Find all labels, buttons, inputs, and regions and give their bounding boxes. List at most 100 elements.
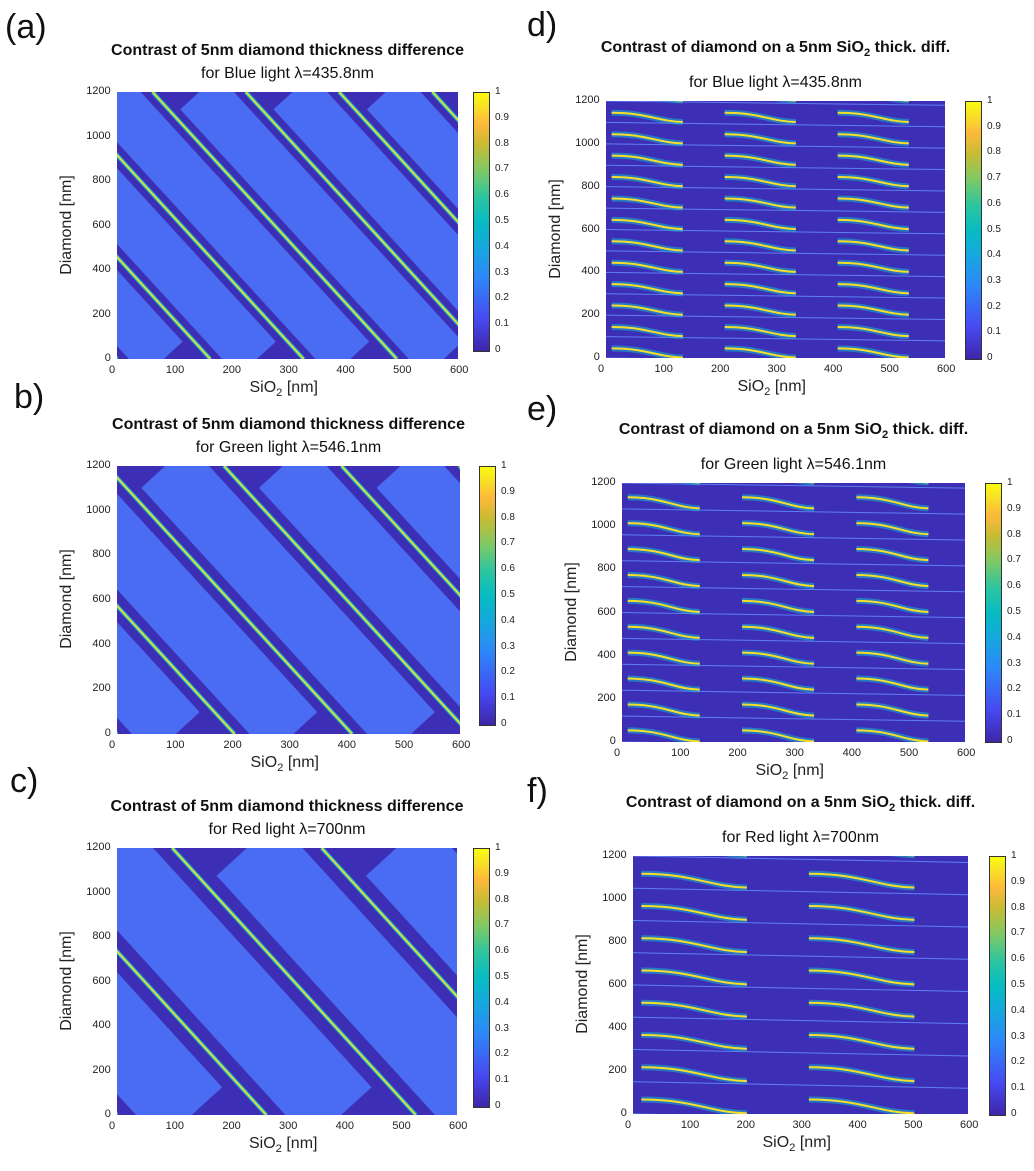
band-separator <box>633 984 968 992</box>
x-tick-label: 500 <box>393 364 412 376</box>
chart-subtitle: for Blue light λ=435.8nm <box>201 65 374 82</box>
y-tick-label: 600 <box>597 605 616 618</box>
chart-subtitle: for Green light λ=546.1nm <box>195 439 382 456</box>
band-separator <box>606 250 945 256</box>
colorbar-tick-label: 0.1 <box>1011 1082 1025 1094</box>
stripe-mid <box>141 466 435 734</box>
stripe-mid <box>117 168 276 359</box>
band-crest <box>724 154 796 166</box>
colorbar-tick-label: 0.3 <box>501 640 515 652</box>
colorbar-tick-label: 0.4 <box>987 249 1001 261</box>
colorbar-tick-label: 0.5 <box>1007 606 1021 617</box>
band-separator <box>606 164 945 171</box>
heatmap-svg <box>606 101 945 358</box>
band-crest <box>627 729 700 742</box>
x-tick-label: 0 <box>109 739 116 751</box>
text-subscript: 2 <box>789 1142 796 1155</box>
band-crest <box>641 969 747 986</box>
band-crest <box>641 904 747 921</box>
x-tick-label: 100 <box>654 363 673 375</box>
y-tick-label: 200 <box>608 1064 627 1076</box>
colorbar-tick-label: 0.7 <box>495 163 509 175</box>
x-tick-label: 600 <box>937 363 956 375</box>
text-main: thick. diff. <box>888 421 969 438</box>
colorbar-tick-label: 0.6 <box>501 563 515 575</box>
band-crest <box>611 111 683 123</box>
colorbar-tick-label: 1 <box>1007 477 1013 488</box>
stripe-peak <box>117 604 236 734</box>
y-tick-label: 0 <box>620 1107 627 1119</box>
panel-label: b) <box>14 378 45 416</box>
stripe-peak <box>321 848 457 998</box>
band-crest <box>808 872 915 889</box>
band-crest <box>724 283 796 295</box>
x-axis-label: SiO2 [nm] <box>251 754 319 774</box>
colorbar-tick-label: 0.2 <box>495 1048 509 1060</box>
colorbar-tick-label: 0.3 <box>495 266 509 278</box>
colorbar-tick-label: 0.9 <box>495 111 509 123</box>
band-crest <box>724 218 796 231</box>
x-tick-label: 300 <box>279 364 298 376</box>
y-tick-label: 200 <box>581 308 600 321</box>
text-main: Contrast of diamond on a 5nm SiO <box>600 39 864 56</box>
band-separator <box>622 637 965 645</box>
colorbar-tick-label: 0.7 <box>1011 927 1025 939</box>
x-axis-label: SiO2 [nm] <box>763 1134 831 1154</box>
stripe-peak <box>151 92 398 359</box>
colorbar-tick-label: 0.8 <box>495 137 509 149</box>
x-tick-label: 0 <box>109 364 116 376</box>
band-crest <box>837 111 909 123</box>
y-axis-label: Diamond [nm] <box>57 549 75 649</box>
band-crest <box>837 325 909 338</box>
band-separator <box>622 483 965 489</box>
colorbar <box>479 466 496 726</box>
text-main: [nm] <box>283 754 319 771</box>
band-crest <box>808 1066 915 1083</box>
colorbar-tick-label: 0.3 <box>495 1022 509 1034</box>
colorbar-tick-label: 0.9 <box>1011 875 1025 887</box>
band-crest <box>641 872 747 889</box>
band-crest <box>837 176 909 188</box>
y-tick-label: 1000 <box>86 503 111 516</box>
text-main: [nm] <box>788 762 824 779</box>
colorbar-tick-label: 0.6 <box>1007 580 1021 592</box>
band-crest <box>856 677 929 691</box>
chart-title: Contrast of 5nm diamond thickness differ… <box>112 416 465 433</box>
heatmap-plot <box>117 848 457 1115</box>
stripe-mid <box>258 466 460 708</box>
x-tick-label: 100 <box>166 739 185 751</box>
colorbar-tick-label: 1 <box>1011 850 1017 861</box>
y-tick-label: 400 <box>581 265 600 278</box>
y-tick-label: 200 <box>92 1063 111 1076</box>
x-tick-label: 600 <box>452 739 471 751</box>
x-tick-label: 0 <box>109 1120 116 1132</box>
x-tick-label: 200 <box>736 1119 756 1131</box>
band-crest <box>742 651 815 665</box>
x-tick-label: 0 <box>614 747 621 759</box>
heatmap-plot <box>117 92 458 359</box>
band-separator <box>606 271 945 278</box>
band-crest <box>724 197 796 209</box>
x-tick-label: 100 <box>165 1120 185 1132</box>
band-separator <box>633 1016 968 1025</box>
x-tick-label: 200 <box>728 747 747 759</box>
x-tick-label: 200 <box>223 739 242 751</box>
x-tick-label: 300 <box>279 1120 298 1132</box>
band-separator <box>622 612 965 619</box>
band-separator <box>606 186 945 192</box>
text-main: SiO <box>755 762 783 779</box>
y-tick-label: 0 <box>593 351 600 363</box>
colorbar-tick-label: 0.5 <box>495 971 509 982</box>
text-main: thick. diff. <box>895 794 976 811</box>
band-crest <box>742 573 815 588</box>
band-crest <box>837 283 909 295</box>
band-crest <box>611 347 683 358</box>
band-separator <box>606 314 945 320</box>
stripe-mid <box>273 92 458 311</box>
x-tick-label: 400 <box>335 1120 355 1132</box>
band-crest <box>742 729 815 742</box>
text-main: [nm] <box>282 379 318 396</box>
band-crest <box>837 261 909 273</box>
y-tick-label: 1200 <box>86 459 111 471</box>
text-main: Contrast of diamond on a 5nm SiO <box>618 421 882 438</box>
